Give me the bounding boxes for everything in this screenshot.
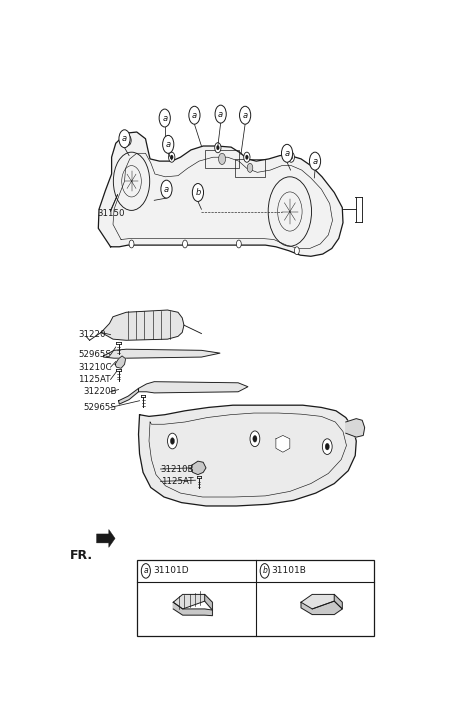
- Bar: [137, 561, 374, 636]
- Circle shape: [239, 106, 251, 124]
- Circle shape: [322, 439, 332, 454]
- Text: b: b: [262, 566, 267, 575]
- Circle shape: [236, 240, 241, 248]
- Text: 31101D: 31101D: [153, 566, 189, 575]
- Text: FR.: FR.: [70, 550, 93, 562]
- Circle shape: [247, 164, 253, 172]
- Circle shape: [245, 155, 248, 159]
- Text: a: a: [285, 149, 290, 158]
- Circle shape: [159, 109, 170, 127]
- Polygon shape: [98, 132, 343, 257]
- Circle shape: [309, 152, 321, 170]
- Circle shape: [215, 105, 226, 123]
- Text: a: a: [166, 140, 171, 149]
- Polygon shape: [276, 435, 290, 452]
- Text: a: a: [162, 113, 167, 123]
- Polygon shape: [334, 595, 342, 609]
- Polygon shape: [205, 595, 212, 610]
- Text: a: a: [243, 111, 248, 120]
- Text: b: b: [195, 188, 201, 197]
- Circle shape: [325, 443, 329, 450]
- Polygon shape: [138, 382, 248, 393]
- Polygon shape: [191, 461, 206, 475]
- Circle shape: [219, 153, 226, 164]
- Text: 31220: 31220: [78, 330, 106, 340]
- Bar: [205, 150, 239, 168]
- Polygon shape: [346, 419, 365, 437]
- Text: 31220B: 31220B: [83, 387, 117, 396]
- Circle shape: [288, 152, 295, 162]
- Circle shape: [295, 246, 299, 254]
- Circle shape: [163, 135, 174, 153]
- Circle shape: [216, 145, 219, 150]
- Text: a: a: [192, 111, 197, 120]
- Polygon shape: [138, 405, 356, 506]
- Circle shape: [169, 152, 175, 162]
- Circle shape: [192, 183, 203, 201]
- Text: 1125AT: 1125AT: [161, 477, 193, 486]
- Circle shape: [141, 563, 150, 578]
- Circle shape: [250, 431, 260, 446]
- Text: a: a: [218, 110, 223, 119]
- Text: 52965S: 52965S: [78, 350, 111, 359]
- Text: a: a: [143, 566, 148, 575]
- Circle shape: [119, 130, 130, 148]
- Text: a: a: [122, 134, 127, 143]
- Circle shape: [290, 155, 293, 159]
- Polygon shape: [173, 595, 205, 609]
- Circle shape: [253, 435, 257, 442]
- Circle shape: [215, 142, 221, 153]
- Circle shape: [161, 180, 172, 198]
- Circle shape: [127, 138, 129, 142]
- Circle shape: [170, 438, 175, 444]
- Polygon shape: [119, 388, 138, 404]
- Polygon shape: [97, 529, 115, 547]
- Polygon shape: [301, 595, 334, 609]
- Circle shape: [189, 106, 200, 124]
- Polygon shape: [104, 349, 220, 358]
- Text: 31210B: 31210B: [161, 465, 194, 473]
- Polygon shape: [115, 356, 125, 369]
- Bar: [235, 159, 265, 177]
- Text: 31150: 31150: [97, 209, 125, 217]
- Text: a: a: [164, 185, 169, 193]
- Circle shape: [170, 155, 173, 159]
- Circle shape: [183, 240, 188, 248]
- Polygon shape: [101, 310, 184, 340]
- Circle shape: [129, 240, 134, 248]
- Circle shape: [167, 433, 177, 449]
- Text: 52965S: 52965S: [83, 403, 116, 412]
- Polygon shape: [173, 602, 212, 616]
- Text: 31210C: 31210C: [78, 363, 112, 371]
- Text: 31101B: 31101B: [272, 566, 307, 575]
- Circle shape: [125, 135, 131, 145]
- Text: 1125AT: 1125AT: [78, 375, 111, 384]
- Circle shape: [260, 563, 269, 578]
- Polygon shape: [301, 601, 342, 614]
- Text: a: a: [313, 156, 318, 166]
- Circle shape: [281, 145, 293, 162]
- Circle shape: [244, 152, 250, 162]
